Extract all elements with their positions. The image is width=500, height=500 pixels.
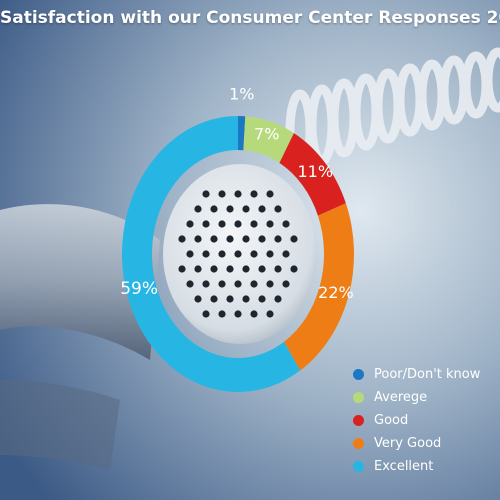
- legend-item: Very Good: [353, 432, 480, 455]
- legend-item: Good: [353, 409, 480, 432]
- donut-slice-good: [279, 133, 346, 216]
- chart-title: Satisfaction with our Consumer Center Re…: [0, 8, 500, 28]
- legend: Poor/Don't know Averege Good Very Good Excel…: [353, 363, 480, 478]
- legend-label: Excellent: [374, 459, 434, 474]
- slice-value-label: 1%: [229, 85, 254, 104]
- legend-item: Averege: [353, 386, 480, 409]
- donut-slice-averege: [243, 116, 294, 163]
- legend-swatch: [353, 392, 364, 403]
- legend-label: Good: [374, 413, 409, 428]
- legend-label: Averege: [374, 390, 428, 405]
- slice-value-label: 7%: [254, 124, 279, 143]
- slice-value-label: 22%: [318, 283, 354, 302]
- legend-swatch: [353, 461, 364, 472]
- donut-slice-very-good: [284, 203, 354, 371]
- legend-label: Very Good: [374, 436, 442, 451]
- slice-value-label: 59%: [120, 279, 158, 299]
- slice-value-label: 11%: [297, 162, 333, 181]
- legend-swatch: [353, 369, 364, 380]
- legend-swatch: [353, 415, 364, 426]
- legend-label: Poor/Don't know: [374, 367, 481, 382]
- legend-swatch: [353, 438, 364, 449]
- donut-slice-poor-don-t-know: [238, 116, 246, 151]
- donut-slice-excellent: [121, 116, 301, 392]
- legend-item: Excellent: [353, 455, 480, 478]
- legend-item: Poor/Don't know: [353, 363, 480, 386]
